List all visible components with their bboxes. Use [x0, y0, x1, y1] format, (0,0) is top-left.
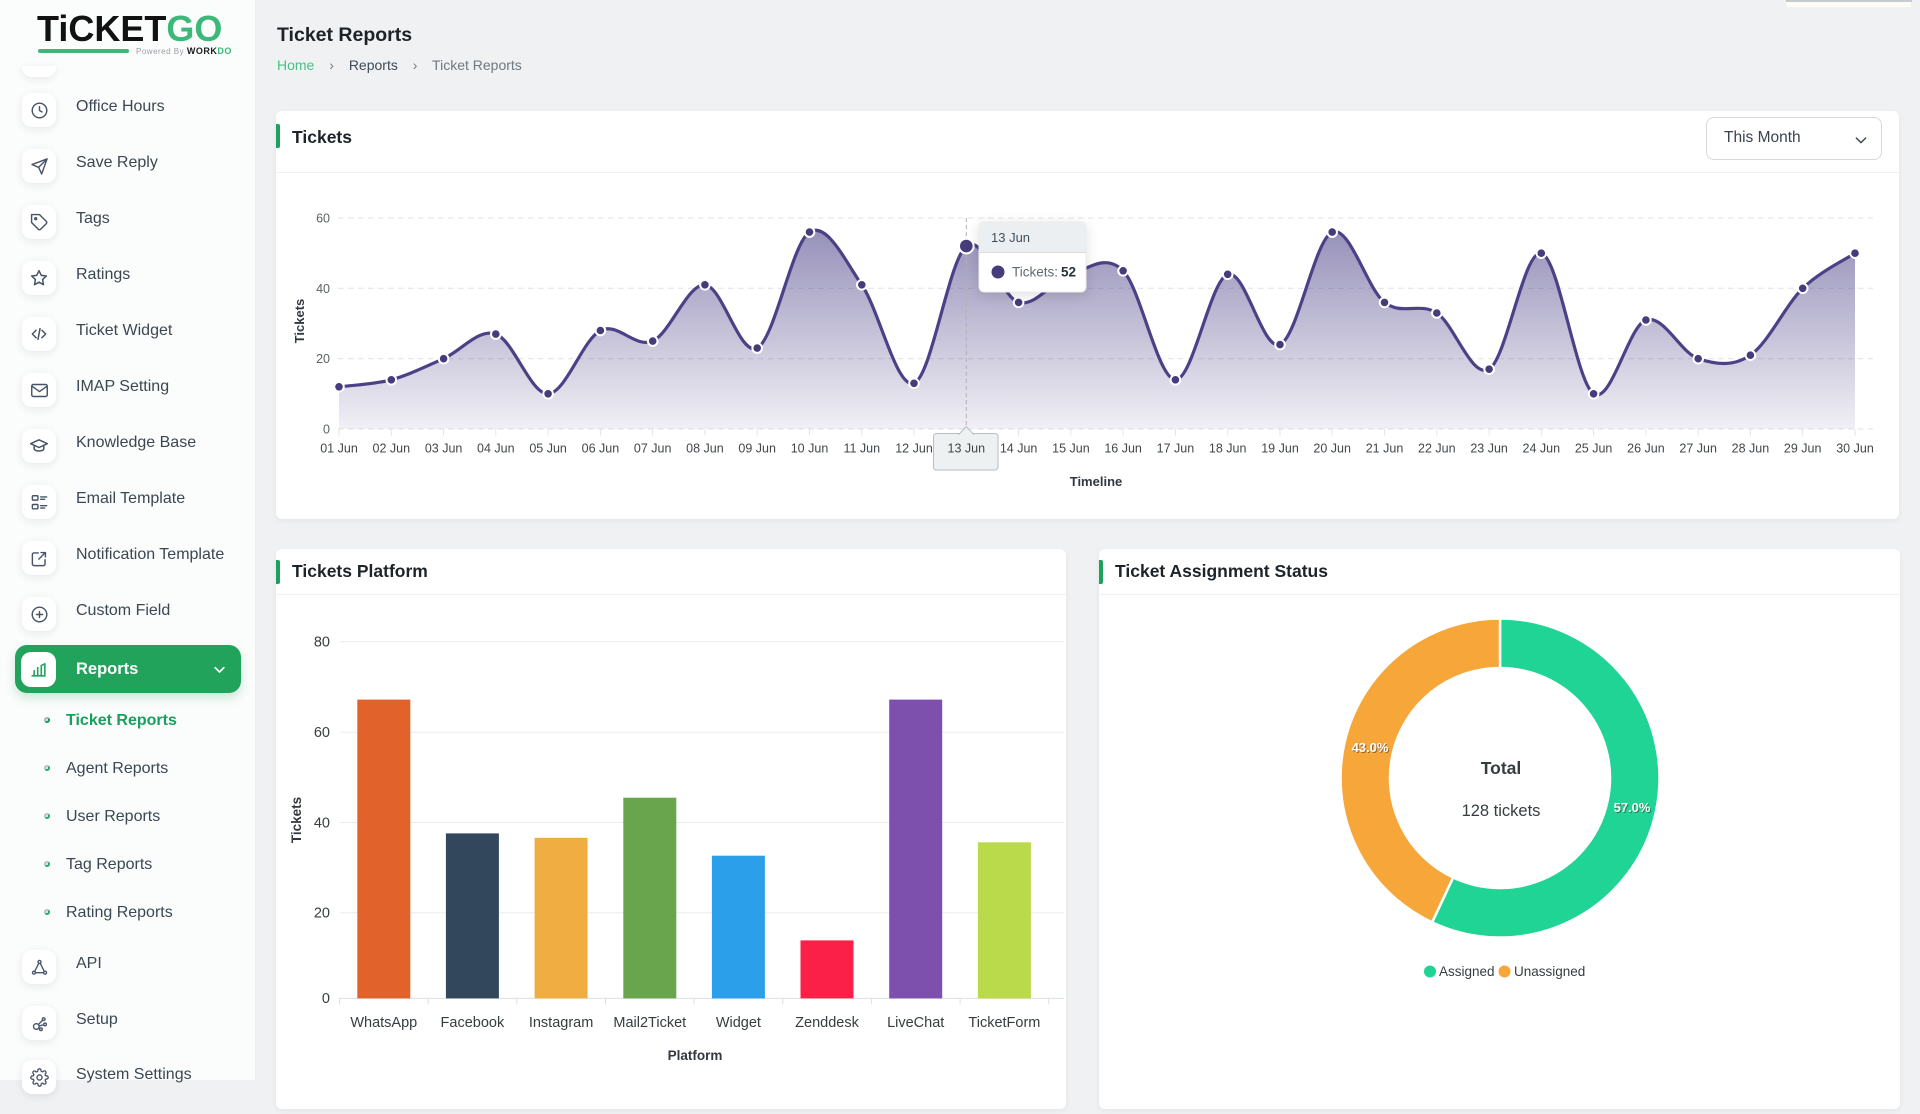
svg-text:Timeline: Timeline: [1070, 474, 1123, 489]
svg-text:60: 60: [316, 212, 330, 226]
svg-text:57.0%: 57.0%: [1614, 800, 1651, 815]
svg-text:22 Jun: 22 Jun: [1418, 442, 1456, 456]
svg-text:26 Jun: 26 Jun: [1627, 442, 1665, 456]
svg-text:11 Jun: 11 Jun: [843, 442, 880, 456]
svg-text:TicketForm: TicketForm: [968, 1015, 1040, 1031]
svg-text:06 Jun: 06 Jun: [582, 442, 620, 456]
svg-text:52: 52: [1061, 265, 1076, 280]
svg-text:Widget: Widget: [716, 1015, 761, 1031]
svg-text:19 Jun: 19 Jun: [1261, 442, 1299, 456]
svg-text:28 Jun: 28 Jun: [1732, 442, 1770, 456]
svg-text:04 Jun: 04 Jun: [477, 442, 515, 456]
svg-text:09 Jun: 09 Jun: [738, 442, 776, 456]
svg-text:21 Jun: 21 Jun: [1366, 442, 1404, 456]
svg-text:14 Jun: 14 Jun: [1000, 442, 1038, 456]
svg-text:12 Jun: 12 Jun: [895, 442, 933, 456]
svg-text:23 Jun: 23 Jun: [1470, 442, 1508, 456]
svg-text:Tickets:: Tickets:: [1012, 265, 1058, 280]
svg-text:01 Jun: 01 Jun: [320, 442, 358, 456]
svg-text:20: 20: [316, 352, 330, 366]
svg-text:Zenddesk: Zenddesk: [795, 1015, 859, 1031]
svg-text:Unassigned: Unassigned: [1514, 964, 1585, 979]
svg-text:24 Jun: 24 Jun: [1523, 442, 1561, 456]
svg-text:05 Jun: 05 Jun: [529, 442, 567, 456]
svg-text:27 Jun: 27 Jun: [1679, 442, 1717, 456]
svg-text:13 Jun: 13 Jun: [948, 442, 986, 456]
svg-text:LiveChat: LiveChat: [887, 1015, 944, 1031]
svg-text:03 Jun: 03 Jun: [425, 442, 463, 456]
svg-text:Mail2Ticket: Mail2Ticket: [613, 1015, 686, 1031]
svg-text:57.0%: 57.0%: [1615, 801, 1652, 816]
svg-text:Platform: Platform: [668, 1048, 723, 1063]
svg-text:WhatsApp: WhatsApp: [350, 1015, 417, 1031]
svg-text:Total: Total: [1481, 758, 1522, 778]
svg-text:128 tickets: 128 tickets: [1462, 802, 1541, 820]
svg-text:40: 40: [314, 816, 330, 832]
svg-text:0: 0: [323, 423, 330, 437]
svg-text:43.0%: 43.0%: [1352, 740, 1389, 755]
svg-text:60: 60: [314, 725, 330, 741]
svg-text:40: 40: [316, 282, 330, 296]
svg-text:08 Jun: 08 Jun: [686, 442, 724, 456]
svg-text:17 Jun: 17 Jun: [1157, 442, 1195, 456]
svg-text:20 Jun: 20 Jun: [1313, 442, 1351, 456]
svg-text:16 Jun: 16 Jun: [1104, 442, 1142, 456]
svg-text:0: 0: [322, 991, 330, 1007]
svg-text:Tickets: Tickets: [292, 299, 307, 344]
svg-text:Facebook: Facebook: [441, 1015, 505, 1031]
svg-text:25 Jun: 25 Jun: [1575, 442, 1613, 456]
svg-text:02 Jun: 02 Jun: [373, 442, 411, 456]
svg-text:07 Jun: 07 Jun: [634, 442, 672, 456]
svg-text:Assigned: Assigned: [1439, 964, 1495, 979]
svg-text:10 Jun: 10 Jun: [791, 442, 829, 456]
svg-text:80: 80: [314, 635, 330, 651]
svg-text:13 Jun: 13 Jun: [991, 230, 1030, 245]
svg-text:43.0%: 43.0%: [1353, 741, 1390, 756]
svg-text:Instagram: Instagram: [529, 1015, 593, 1031]
svg-text:29 Jun: 29 Jun: [1784, 442, 1822, 456]
svg-text:18 Jun: 18 Jun: [1209, 442, 1247, 456]
svg-text:15 Jun: 15 Jun: [1052, 442, 1090, 456]
svg-text:30 Jun: 30 Jun: [1836, 442, 1874, 456]
svg-text:20: 20: [314, 906, 330, 922]
svg-text:Tickets: Tickets: [289, 797, 304, 843]
